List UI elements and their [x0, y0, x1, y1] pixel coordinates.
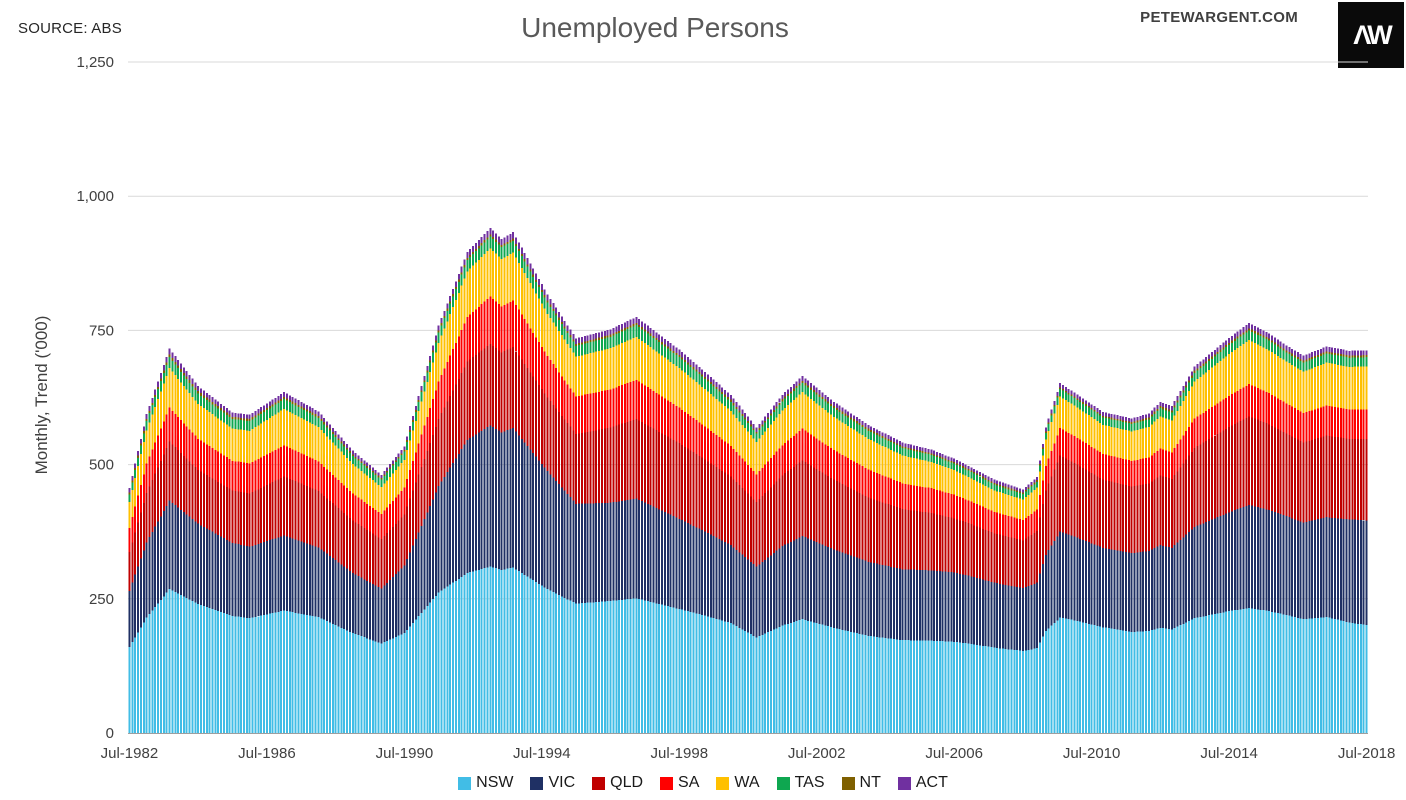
- x-tick-label: Jul-1990: [376, 745, 434, 762]
- legend-swatch-nt: [841, 776, 855, 790]
- x-tick-label: Jul-2018: [1338, 745, 1396, 762]
- page-title: Unemployed Persons: [521, 12, 789, 43]
- brand-logo-monogram: ΛW: [1353, 19, 1392, 50]
- y-tick-label: 1,000: [76, 188, 114, 205]
- legend-item-qld: QLD: [592, 774, 643, 792]
- series-nsw: [128, 566, 1368, 733]
- legend-label: QLD: [610, 774, 644, 791]
- legend-item-nsw: NSW: [458, 774, 513, 792]
- series-vic: [128, 425, 1368, 651]
- legend-swatch-qld: [592, 776, 606, 790]
- x-tick-label: Jul-2002: [788, 745, 846, 762]
- y-tick-label: 250: [89, 591, 114, 608]
- legend-label: VIC: [548, 774, 576, 791]
- series-tas: [128, 236, 1368, 503]
- x-tick-label: Jul-2006: [925, 745, 983, 762]
- legend-swatch-vic: [530, 776, 544, 790]
- brand-logo: ΛW: [1338, 2, 1404, 68]
- x-tick-label: Jul-1998: [651, 745, 709, 762]
- series-nt: [128, 234, 1368, 495]
- legend-swatch-wa: [716, 776, 730, 790]
- series-sa: [128, 296, 1368, 553]
- series-act: [128, 227, 1368, 493]
- x-tick-label: Jul-1994: [513, 745, 571, 762]
- y-tick-label: 1,250: [76, 54, 114, 71]
- legend-label: NT: [859, 774, 881, 791]
- source-label: SOURCE: ABS: [18, 20, 122, 37]
- y-tick-label: 750: [89, 322, 114, 339]
- legend-swatch-sa: [660, 776, 674, 790]
- legend-item-nt: NT: [841, 774, 881, 792]
- legend-label: ACT: [915, 774, 948, 791]
- legend-item-tas: TAS: [776, 774, 825, 792]
- y-tick-label: 0: [106, 725, 114, 742]
- legend-swatch-act: [897, 776, 911, 790]
- legend-label: WA: [734, 774, 760, 791]
- legend-label: SA: [678, 774, 700, 791]
- x-tick-label: Jul-1986: [238, 745, 296, 762]
- y-tick-label: 500: [89, 457, 114, 474]
- legend-label: TAS: [794, 774, 825, 791]
- series-wa: [128, 248, 1368, 528]
- x-tick-label: Jul-1982: [101, 745, 159, 762]
- x-tick-label: Jul-2014: [1200, 745, 1258, 762]
- legend-label: NSW: [476, 774, 514, 791]
- legend-item-act: ACT: [897, 774, 948, 792]
- series-qld: [128, 343, 1368, 591]
- x-tick-label: Jul-2010: [1063, 745, 1121, 762]
- chart-legend: NSW VIC QLD SA WA TAS NT ACT: [0, 774, 1406, 792]
- legend-item-vic: VIC: [530, 774, 575, 792]
- legend-swatch-nsw: [458, 776, 472, 790]
- watermark-text: PETEWARGENT.COM: [1140, 9, 1298, 26]
- legend-item-wa: WA: [716, 774, 760, 792]
- legend-item-sa: SA: [660, 774, 699, 792]
- legend-swatch-tas: [776, 776, 790, 790]
